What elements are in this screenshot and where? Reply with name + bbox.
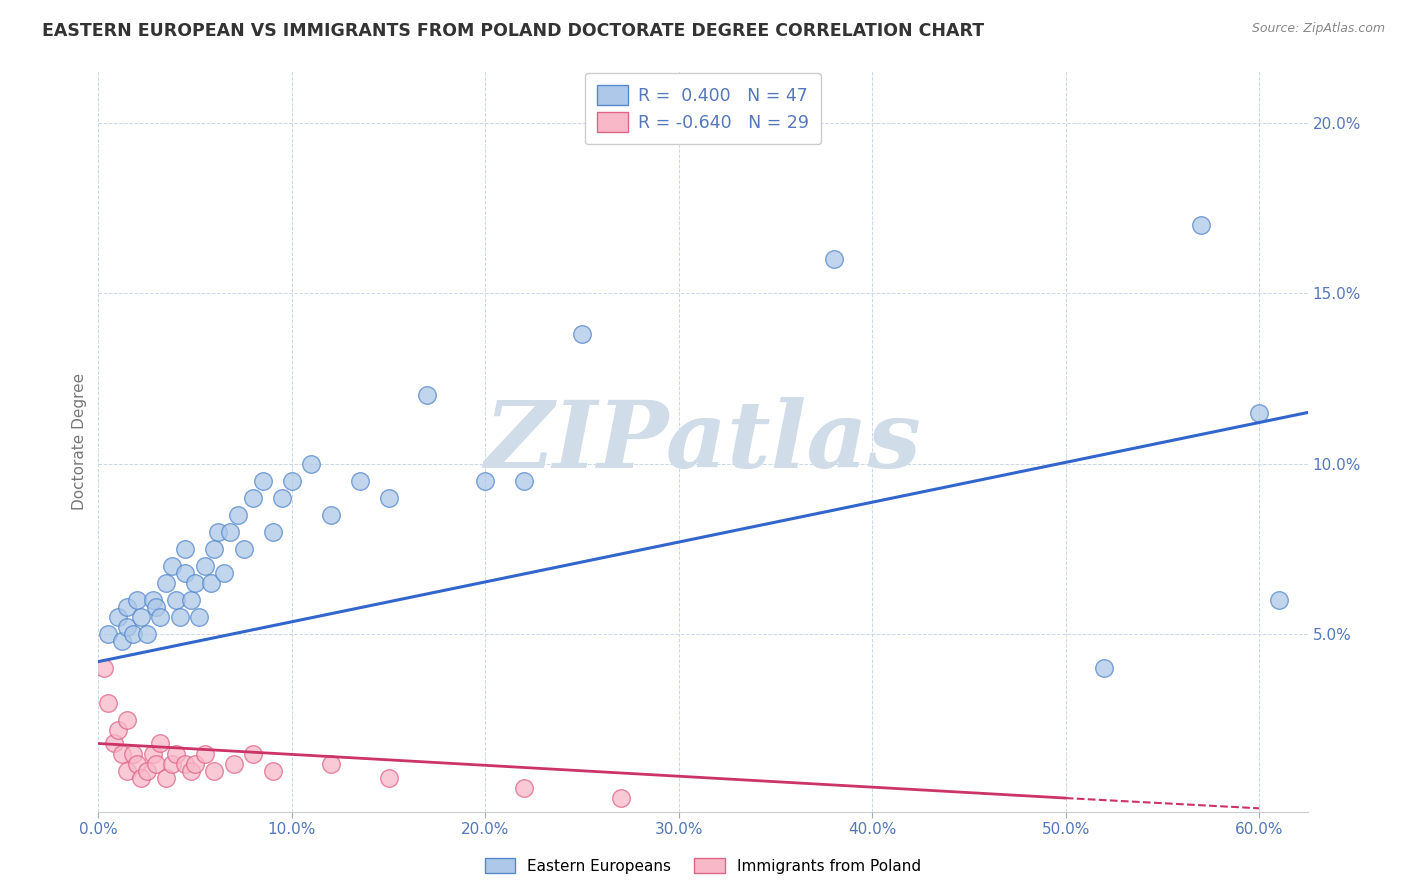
Point xyxy=(165,593,187,607)
Point xyxy=(174,541,197,556)
Point xyxy=(97,696,120,710)
Point xyxy=(219,524,242,539)
Point xyxy=(242,747,264,761)
Point xyxy=(204,764,226,778)
Point xyxy=(349,474,371,488)
Point xyxy=(242,491,264,505)
Point xyxy=(117,600,139,615)
Point xyxy=(207,524,229,539)
Point xyxy=(145,600,167,615)
Point xyxy=(107,723,129,737)
Point xyxy=(184,576,207,591)
Text: Source: ZipAtlas.com: Source: ZipAtlas.com xyxy=(1251,22,1385,36)
Text: ZIPatlas: ZIPatlas xyxy=(485,397,921,486)
Point xyxy=(174,566,197,580)
Point xyxy=(184,756,207,771)
Point xyxy=(513,474,536,488)
Point xyxy=(232,541,254,556)
Point xyxy=(135,627,157,641)
Point xyxy=(155,771,177,785)
Point xyxy=(135,764,157,778)
Point xyxy=(474,474,496,488)
Point xyxy=(188,610,211,624)
Point xyxy=(194,559,217,574)
Point xyxy=(122,747,145,761)
Point xyxy=(160,559,183,574)
Point xyxy=(571,327,593,342)
Point xyxy=(122,627,145,641)
Point xyxy=(513,780,536,795)
Point xyxy=(1267,593,1289,607)
Point xyxy=(103,737,125,751)
Text: EASTERN EUROPEAN VS IMMIGRANTS FROM POLAND DOCTORATE DEGREE CORRELATION CHART: EASTERN EUROPEAN VS IMMIGRANTS FROM POLA… xyxy=(42,22,984,40)
Point xyxy=(129,771,152,785)
Point xyxy=(204,541,226,556)
Point xyxy=(155,576,177,591)
Point xyxy=(194,747,217,761)
Point xyxy=(97,627,120,641)
Point xyxy=(165,747,187,761)
Legend: R =  0.400   N = 47, R = -0.640   N = 29: R = 0.400 N = 47, R = -0.640 N = 29 xyxy=(585,72,821,144)
Point xyxy=(1189,218,1212,232)
Point xyxy=(262,764,284,778)
Point xyxy=(200,576,222,591)
Point xyxy=(1094,661,1116,675)
Point xyxy=(111,747,134,761)
Point xyxy=(145,756,167,771)
Point xyxy=(226,508,249,522)
Point xyxy=(117,713,139,727)
Point xyxy=(142,747,165,761)
Legend: Eastern Europeans, Immigrants from Poland: Eastern Europeans, Immigrants from Polan… xyxy=(478,852,928,880)
Point xyxy=(117,620,139,634)
Point xyxy=(222,756,245,771)
Point xyxy=(180,764,202,778)
Point xyxy=(129,610,152,624)
Point xyxy=(416,388,439,402)
Point xyxy=(377,491,399,505)
Point xyxy=(93,661,115,675)
Point xyxy=(149,737,172,751)
Point xyxy=(142,593,165,607)
Y-axis label: Doctorate Degree: Doctorate Degree xyxy=(72,373,87,510)
Point xyxy=(299,457,322,471)
Point xyxy=(174,756,197,771)
Point xyxy=(271,491,294,505)
Point xyxy=(823,252,845,266)
Point xyxy=(127,756,149,771)
Point xyxy=(319,756,342,771)
Point xyxy=(117,764,139,778)
Point xyxy=(160,756,183,771)
Point xyxy=(262,524,284,539)
Point xyxy=(107,610,129,624)
Point xyxy=(377,771,399,785)
Point xyxy=(149,610,172,624)
Point xyxy=(180,593,202,607)
Point xyxy=(127,593,149,607)
Point xyxy=(1249,405,1271,419)
Point xyxy=(212,566,235,580)
Point xyxy=(252,474,274,488)
Point xyxy=(319,508,342,522)
Point xyxy=(281,474,304,488)
Point xyxy=(610,791,633,805)
Point xyxy=(111,634,134,648)
Point xyxy=(169,610,191,624)
